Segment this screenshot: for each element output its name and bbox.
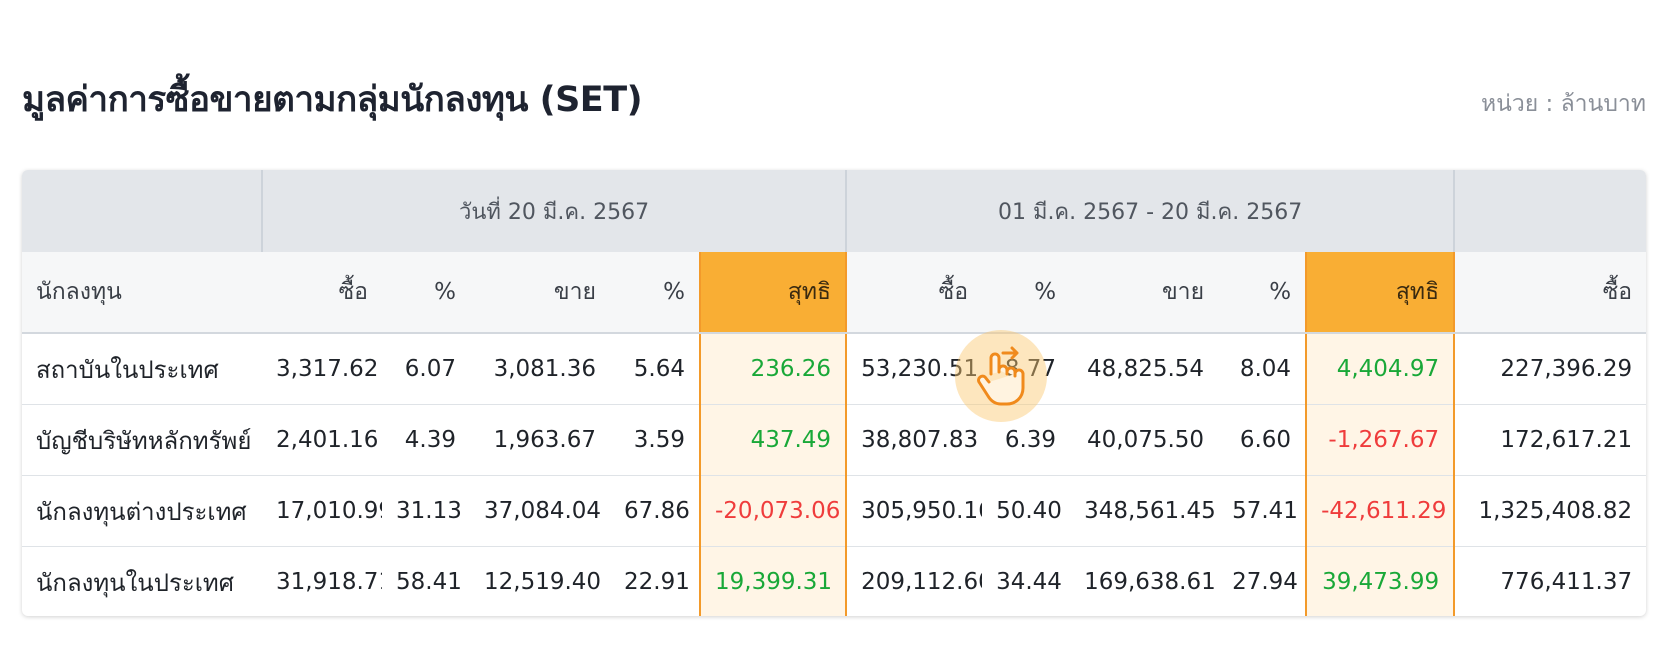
cell-net: -1,267.67 xyxy=(1305,404,1456,476)
swipe-hint xyxy=(955,330,1047,422)
cell-sell-pct: 57.41 xyxy=(1218,475,1307,547)
group-header-ytd xyxy=(1454,170,1646,252)
cell-sell: 12,519.40 xyxy=(484,569,602,595)
cell-net: 39,473.99 xyxy=(1305,546,1456,616)
unit-label: หน่วย : ล้านบาท xyxy=(1480,91,1646,117)
col-header-investor: นักลงทุน xyxy=(22,252,262,334)
cell-buy: 31,918.71 xyxy=(276,569,382,595)
table-row: บัญชีบริษัทหลักทรัพย์ 2,401.16 4.39 1,963.6… xyxy=(22,404,1646,476)
col-header-buy: ซื้อ xyxy=(1453,252,1646,334)
cell-sell: 40,075.50 xyxy=(1070,404,1219,476)
cell-net: 19,399.31 xyxy=(698,546,848,616)
cell-buy: 776,411.37 xyxy=(1453,546,1646,616)
investor-trading-table[interactable]: วันที่ 20 มี.ค. 2567 01 มี.ค. 2567 - 20 … xyxy=(22,170,1646,616)
group-header-blank xyxy=(22,170,263,252)
col-header-buy: ซื้อ xyxy=(262,252,382,334)
cell-buy-pct: 6.39 xyxy=(982,404,1071,476)
cell-sell-pct: 27.94 xyxy=(1232,569,1298,595)
table-row: สถาบันในประเทศ 3,317.62 6.07 3,081.36 5.64 23… xyxy=(22,333,1646,405)
col-header-buy: ซื้อ xyxy=(846,252,983,334)
cell-buy: 227,396.29 xyxy=(1453,333,1646,405)
cell-sell: 37,084.04 xyxy=(470,475,610,547)
cell-sell: 169,638.61 xyxy=(1084,569,1216,595)
cell-buy: 17,010.99 xyxy=(262,475,382,547)
column-header-row: นักลงทุน ซื้อ % ขาย % สุทธิ ซื้อ % ขาย %… xyxy=(22,252,1646,334)
cell-sell-pct: 5.64 xyxy=(610,333,700,405)
cell-investor-name: สถาบันในประเทศ xyxy=(22,333,262,405)
cell-net: 4,404.97 xyxy=(1305,333,1456,405)
cell-investor-name: บัญชีบริษัทหลักทรัพย์ xyxy=(22,404,262,476)
cell-buy: 1,325,408.82 xyxy=(1453,475,1646,547)
cell-buy-pct: 31.13 xyxy=(382,475,470,547)
col-header-buy-pct: % xyxy=(382,252,470,334)
cell-buy: 209,112.60 xyxy=(861,569,983,595)
col-header-sell: ขาย xyxy=(1070,252,1219,334)
col-header-net: สุทธิ xyxy=(1305,252,1456,334)
cell-buy-pct: 6.07 xyxy=(382,333,470,405)
cell-investor-name: นักลงทุนต่างประเทศ xyxy=(22,475,262,547)
cell-buy: 305,950.16 xyxy=(846,475,983,547)
col-header-sell-pct: % xyxy=(1218,252,1307,334)
cell-sell: 348,561.45 xyxy=(1070,475,1219,547)
cell-buy: 2,401.16 xyxy=(262,404,382,476)
cell-buy-pct: 4.39 xyxy=(382,404,470,476)
cell-sell: 1,963.67 xyxy=(470,404,610,476)
col-header-net: สุทธิ xyxy=(698,252,848,334)
hand-swipe-icon xyxy=(977,346,1025,406)
group-header-row: วันที่ 20 มี.ค. 2567 01 มี.ค. 2567 - 20 … xyxy=(22,170,1646,252)
cell-sell-pct: 67.86 xyxy=(610,475,700,547)
cell-net: -42,611.29 xyxy=(1305,475,1456,547)
cell-buy-pct: 58.41 xyxy=(396,569,462,595)
cell-sell: 48,825.54 xyxy=(1070,333,1219,405)
cell-buy: 3,317.62 xyxy=(262,333,382,405)
cell-net: -20,073.06 xyxy=(698,475,848,547)
cell-sell-pct: 22.91 xyxy=(624,569,690,595)
col-header-buy-pct: % xyxy=(982,252,1071,334)
group-header-monthly: 01 มี.ค. 2567 - 20 มี.ค. 2567 xyxy=(846,170,1456,252)
col-header-sell-pct: % xyxy=(610,252,700,334)
cell-buy: 53,230.51 xyxy=(846,333,983,405)
cell-investor-name: นักลงทุนในประเทศ xyxy=(22,547,262,617)
cell-sell-pct: 6.60 xyxy=(1218,404,1307,476)
cell-sell: 3,081.36 xyxy=(470,333,610,405)
cell-sell-pct: 8.04 xyxy=(1218,333,1307,405)
cell-buy: 38,807.83 xyxy=(846,404,983,476)
cell-net: 437.49 xyxy=(698,404,848,476)
col-header-sell: ขาย xyxy=(470,252,610,334)
cell-buy-pct: 34.44 xyxy=(996,569,1062,595)
page-title: มูลค่าการซื้อขายตามกลุ่มนักลงทุน (SET) xyxy=(22,80,643,120)
cell-net: 236.26 xyxy=(698,333,848,405)
table-row: นักลงทุนต่างประเทศ 17,010.99 31.13 37,084.0… xyxy=(22,475,1646,547)
table-row: นักลงทุนในประเทศ 31,918.71 58.41 12,519.40 2… xyxy=(22,546,1646,617)
cell-buy-pct: 50.40 xyxy=(982,475,1071,547)
cell-sell-pct: 3.59 xyxy=(610,404,700,476)
cell-buy: 172,617.21 xyxy=(1453,404,1646,476)
group-header-daily: วันที่ 20 มี.ค. 2567 xyxy=(262,170,848,252)
